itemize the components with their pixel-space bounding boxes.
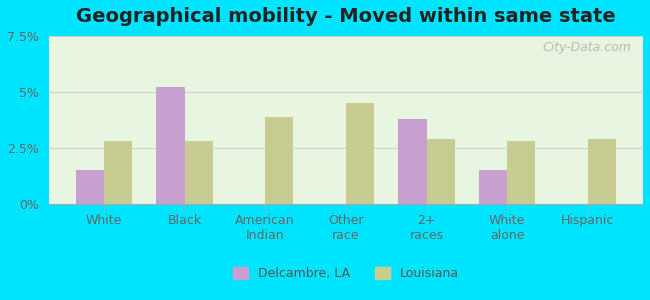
- Bar: [157, 87, 185, 204]
- Text: City-Data.com: City-Data.com: [542, 41, 631, 54]
- Bar: [588, 139, 616, 204]
- Bar: [426, 139, 455, 204]
- Bar: [398, 119, 426, 204]
- Bar: [479, 170, 507, 204]
- Legend: Delcambre, LA, Louisiana: Delcambre, LA, Louisiana: [227, 262, 464, 285]
- Bar: [507, 141, 536, 204]
- Title: Geographical mobility - Moved within same state: Geographical mobility - Moved within sam…: [76, 7, 616, 26]
- Bar: [265, 117, 293, 204]
- Bar: [75, 170, 104, 204]
- Bar: [346, 103, 374, 204]
- Bar: [104, 141, 132, 204]
- Bar: [185, 141, 213, 204]
